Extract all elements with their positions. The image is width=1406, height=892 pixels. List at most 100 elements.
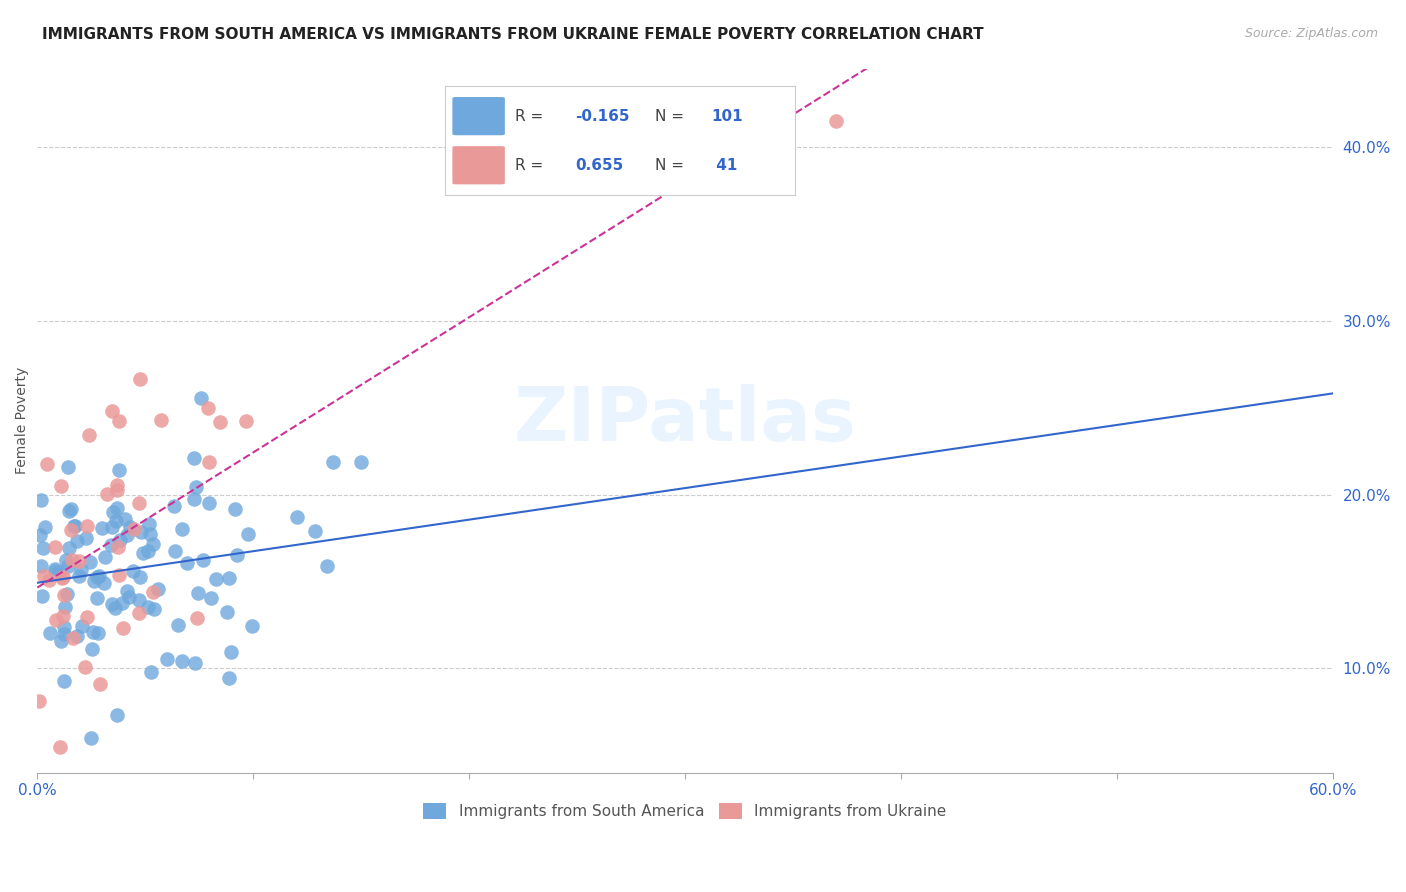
Point [111, 621, 134, 635]
Point [218, 571, 240, 585]
Point [172, 522, 194, 536]
Point [142, 537, 165, 551]
Point [90, 521, 112, 535]
Point [240, 619, 263, 633]
Point [122, 522, 145, 536]
Point [105, 708, 128, 723]
Point [128, 496, 150, 510]
Point [176, 557, 198, 571]
Point [187, 585, 209, 599]
Point [53, 600, 76, 615]
Point [67, 569, 90, 583]
Point [208, 416, 231, 430]
Point [93, 575, 115, 590]
Point [101, 404, 124, 418]
Point [304, 524, 326, 538]
Point [100, 538, 122, 552]
Point [322, 455, 344, 469]
Point [51, 571, 73, 585]
Point [110, 533, 132, 547]
Point [75, 531, 97, 545]
Point [172, 654, 194, 668]
Point [44, 541, 66, 555]
Point [122, 564, 145, 578]
Point [226, 549, 249, 563]
Point [166, 618, 188, 632]
Point [62, 631, 84, 645]
Point [89, 568, 111, 582]
Point [285, 510, 308, 524]
Point [224, 502, 246, 516]
Legend: Immigrants from South America, Immigrants from Ukraine: Immigrants from South America, Immigrant… [418, 797, 953, 825]
Point [56, 459, 79, 474]
Point [53, 673, 76, 688]
Point [128, 607, 150, 621]
Point [31, 589, 53, 603]
Point [101, 505, 124, 519]
Point [30, 528, 52, 542]
Point [200, 591, 222, 605]
Point [139, 526, 162, 541]
Point [30, 492, 52, 507]
Point [183, 491, 205, 506]
Point [52, 620, 75, 634]
Point [235, 414, 257, 428]
Point [163, 499, 186, 513]
Point [93, 550, 115, 565]
Point [80, 731, 103, 745]
Point [49, 739, 72, 754]
Point [89, 677, 111, 691]
Point [129, 524, 152, 539]
Point [136, 599, 159, 614]
Point [146, 582, 169, 597]
Point [70, 563, 93, 577]
Point [186, 610, 208, 624]
Point [136, 543, 159, 558]
Point [105, 501, 128, 516]
Point [32, 541, 55, 556]
Text: ZIPatlas: ZIPatlas [513, 384, 856, 457]
Point [60, 523, 83, 537]
Point [114, 511, 136, 525]
Point [190, 391, 212, 405]
Point [108, 567, 131, 582]
Point [44, 564, 66, 578]
Point [825, 113, 848, 128]
Point [86, 569, 108, 583]
Point [198, 495, 221, 509]
Point [39, 626, 62, 640]
Point [77, 427, 100, 442]
Point [128, 372, 150, 386]
Point [183, 450, 205, 465]
Point [76, 519, 98, 533]
Point [63, 518, 86, 533]
Point [215, 605, 238, 619]
Point [150, 413, 173, 427]
Point [52, 588, 75, 602]
Point [315, 559, 337, 574]
Point [96, 487, 118, 501]
Point [63, 519, 86, 533]
Point [132, 546, 155, 560]
Point [56, 558, 79, 573]
Point [52, 609, 75, 624]
Point [49, 634, 72, 648]
Point [219, 645, 242, 659]
Point [191, 553, 214, 567]
Point [118, 590, 141, 604]
Point [48, 565, 70, 579]
Point [79, 555, 101, 569]
Point [163, 543, 186, 558]
Point [115, 528, 138, 542]
Point [143, 602, 166, 616]
Point [218, 671, 240, 685]
Point [349, 455, 371, 469]
Point [59, 501, 82, 516]
Point [66, 534, 89, 549]
Point [138, 516, 160, 531]
Y-axis label: Female Poverty: Female Poverty [15, 367, 30, 475]
Point [156, 651, 179, 665]
Text: Source: ZipAtlas.com: Source: ZipAtlas.com [1244, 27, 1378, 40]
Point [70, 619, 93, 633]
Point [86, 625, 108, 640]
